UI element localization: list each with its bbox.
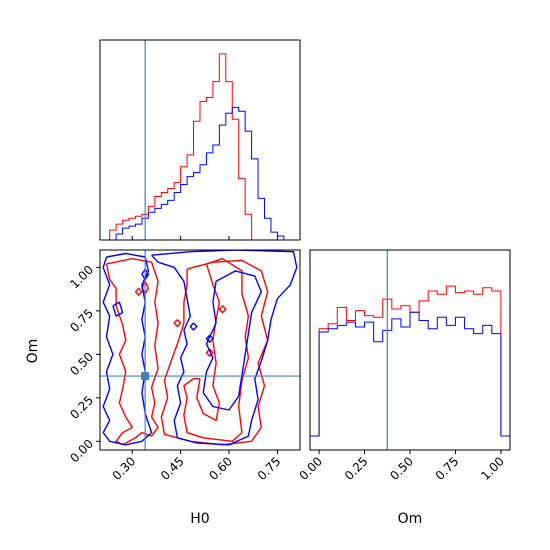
h0-histogram-panel <box>99 39 301 241</box>
contour-red-0 <box>105 258 159 446</box>
h0-tick-label: 0.60 <box>206 454 235 483</box>
h0-tick-label: 0.75 <box>255 454 284 483</box>
contour-red-1 <box>134 287 143 296</box>
om-x-tick-label: 0.50 <box>387 454 416 483</box>
contour-red-6 <box>205 348 214 357</box>
contour-blue-9 <box>112 301 124 317</box>
om-x-axis-label: Om <box>398 511 423 527</box>
om-x-tick-label: 0.00 <box>296 454 325 483</box>
contour-blue-8 <box>102 252 153 446</box>
h0-axis-label: H0 <box>190 511 209 527</box>
om-x-tick-label: 0.75 <box>433 454 462 483</box>
om-y-tick-label: 0.75 <box>67 306 96 335</box>
h0-tick-label: 0.45 <box>158 454 187 483</box>
om-y-tick-label: 0.25 <box>67 393 96 422</box>
contour-red-4 <box>183 258 250 442</box>
contour-red-3 <box>173 319 182 328</box>
om-y-tick-label: 0.00 <box>67 437 96 466</box>
om-y-axis-label: Om <box>25 339 41 364</box>
h0-histogram-frame <box>99 39 301 241</box>
om-histogram-panel: 0.00 0.25 0.50 0.75 1.00 <box>296 249 511 483</box>
om-x-tick-label: 0.25 <box>342 454 371 483</box>
om-histogram-blue <box>310 311 510 437</box>
contour-group <box>102 250 298 446</box>
h0-om-contour-panel: 0.30 0.45 0.60 0.75 0.00 0.25 0.50 0.75 1.00 <box>67 249 301 483</box>
contour-blue-14 <box>202 270 262 411</box>
om-x-tick-label: 1.00 <box>478 454 507 483</box>
contour-frame <box>99 249 301 451</box>
om-histogram-red <box>310 285 510 437</box>
contour-blue-12 <box>205 334 214 343</box>
contour-red-7 <box>218 305 227 314</box>
truth-marker <box>141 372 150 381</box>
h0-histogram-blue <box>109 106 297 241</box>
contour-red-5 <box>160 259 269 446</box>
contour-blue-13 <box>151 250 298 446</box>
om-y-tick-label: 0.50 <box>67 350 96 379</box>
h0-tick-label: 0.30 <box>110 454 139 483</box>
om-histogram-frame <box>309 249 511 451</box>
h0-histogram-red <box>109 53 297 241</box>
contour-blue-11 <box>189 322 198 331</box>
om-y-tick-label: 1.00 <box>67 263 96 292</box>
